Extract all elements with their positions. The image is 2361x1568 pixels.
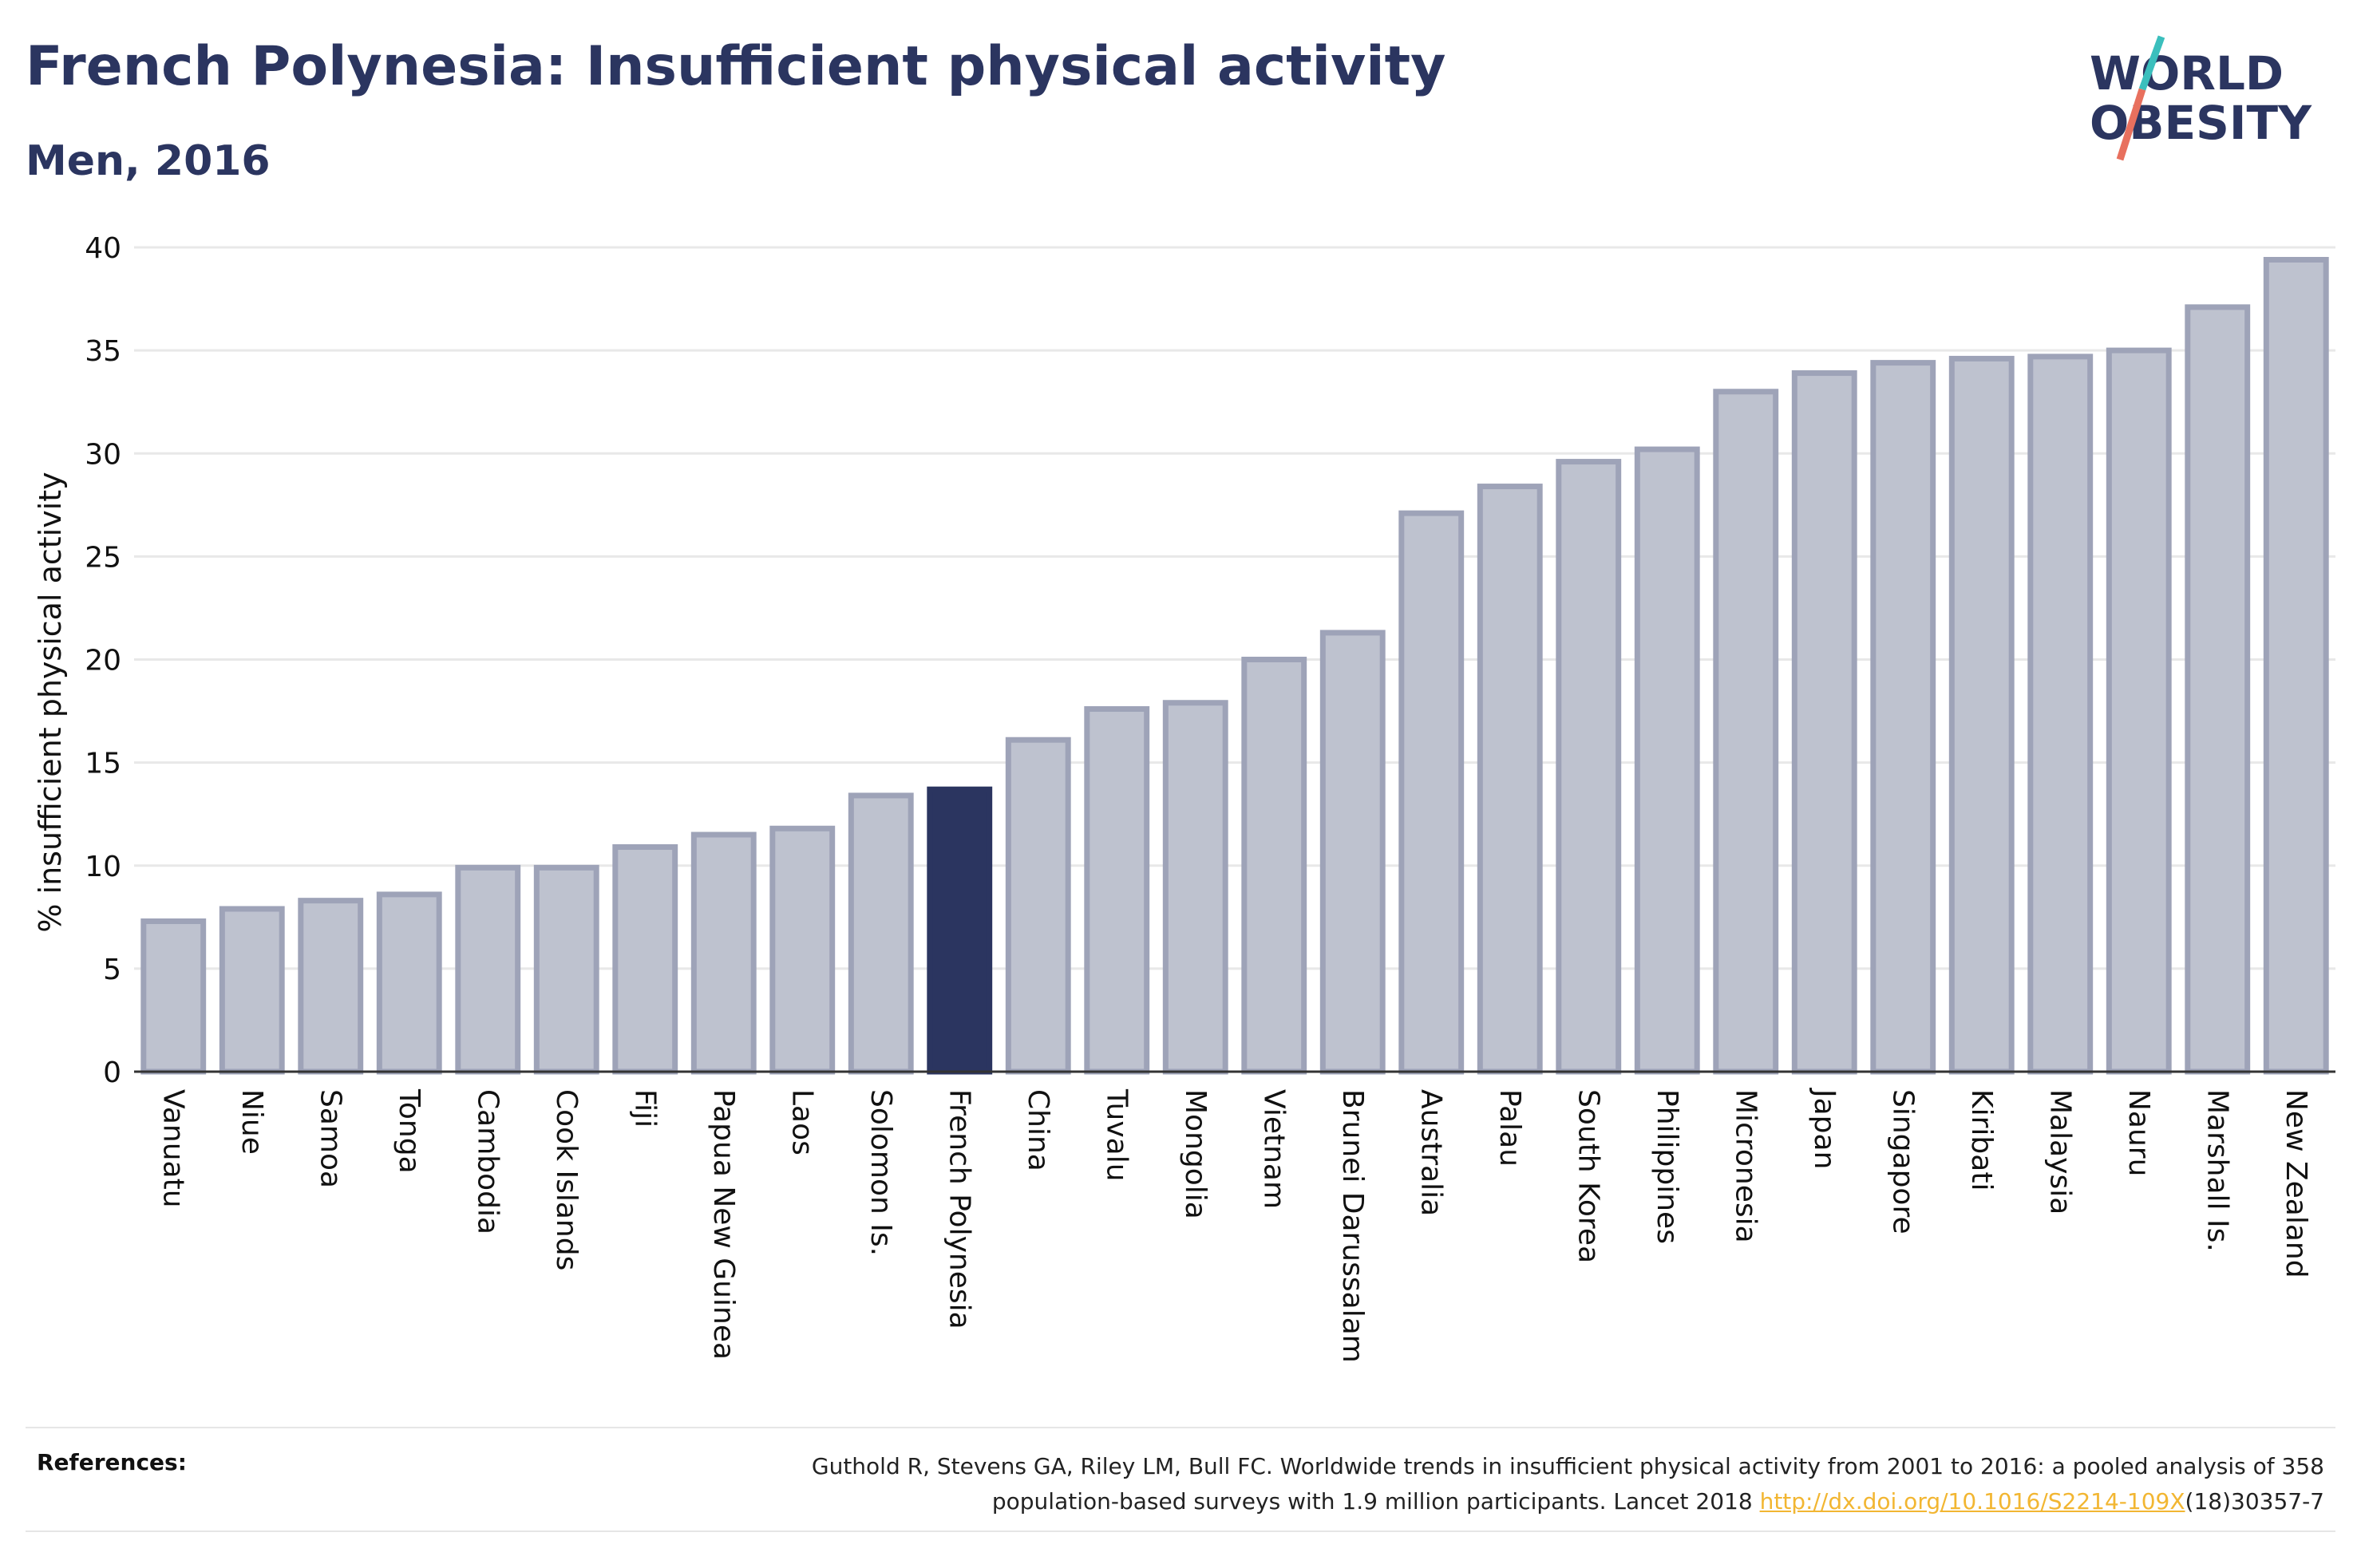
bar-philippines	[1634, 446, 1700, 1075]
world-obesity-logo: WORLD OBESITY	[2090, 35, 2312, 161]
bar-china	[1005, 737, 1071, 1075]
bar-south-korea	[1556, 459, 1622, 1075]
x-tick-label: Fiji	[628, 1089, 661, 1128]
x-tick-label: Marshall Is.	[2201, 1089, 2233, 1252]
bar-vanuatu	[140, 918, 207, 1075]
bar-nauru	[2106, 347, 2172, 1075]
x-tick-label: French Polynesia	[943, 1089, 975, 1329]
references-label: References:	[37, 1449, 187, 1475]
y-tick-label: 25	[85, 541, 121, 574]
bar-brunei-darussalam	[1319, 630, 1386, 1075]
bar-kiribati	[1948, 355, 2015, 1075]
x-tick-label: Vanuatu	[156, 1089, 189, 1208]
bar-chart: 0 5 10 15 20 25 30 35 40 Vanuatu Niue Samoa Tonga Ca…	[33, 232, 2335, 1363]
logo-word-world: WORLD	[2090, 46, 2284, 101]
x-tick-label: Laos	[785, 1089, 818, 1155]
y-tick-label: 20	[85, 645, 121, 677]
y-tick-label: 0	[103, 1057, 121, 1089]
x-tick-labels: Vanuatu Niue Samoa Tonga Cambodia Cook Island…	[156, 1088, 2312, 1363]
references-text: Guthold R, Stevens GA, Riley LM, Bull FC…	[568, 1449, 2324, 1519]
y-axis-label: % insufficient physical activity	[33, 472, 68, 932]
x-tick-label: Japan	[1808, 1088, 1841, 1169]
bar-micronesia	[1713, 389, 1779, 1075]
reference-doi-link[interactable]: http://dx.doi.org/10.1016/S2214-109X	[1759, 1488, 2185, 1515]
x-tick-label: Solomon Is.	[864, 1089, 897, 1256]
bar-laos	[769, 825, 836, 1075]
x-tick-label: Cambodia	[471, 1089, 504, 1234]
x-tick-label: Brunei Darussalam	[1336, 1089, 1369, 1363]
reference-line-1: Guthold R, Stevens GA, Riley LM, Bull FC…	[811, 1453, 2324, 1479]
bar-new-zealand	[2263, 256, 2329, 1075]
bars	[140, 256, 2329, 1075]
x-tick-label: Micronesia	[1729, 1089, 1762, 1243]
x-tick-label: Samoa	[314, 1089, 346, 1188]
bar-tuvalu	[1084, 705, 1150, 1075]
x-tick-label: Tonga	[393, 1088, 425, 1174]
x-tick-label: Vietnam	[1257, 1089, 1290, 1209]
x-tick-label: Philippines	[1651, 1089, 1683, 1244]
x-tick-label: Malaysia	[2043, 1089, 2076, 1215]
x-tick-label: Palau	[1493, 1089, 1526, 1167]
bar-french-polynesia	[927, 786, 993, 1075]
logo-slash-bottom	[2116, 88, 2146, 161]
bar-cambodia	[455, 864, 521, 1075]
x-tick-label: Australia	[1414, 1089, 1447, 1216]
bar-japan	[1791, 370, 1857, 1075]
x-tick-label: Singapore	[1886, 1089, 1919, 1234]
bar-australia	[1398, 510, 1465, 1075]
x-tick-label: China	[1022, 1089, 1054, 1171]
y-tick-label: 15	[85, 748, 121, 780]
y-tick-label: 10	[85, 851, 121, 883]
bar-fiji	[612, 844, 678, 1075]
y-tick-label: 5	[103, 954, 121, 986]
bar-tonga	[376, 891, 442, 1075]
x-tick-label: Kiribati	[1965, 1089, 1998, 1191]
y-tick-label: 35	[85, 335, 121, 368]
x-tick-label: Papua New Guinea	[707, 1089, 740, 1360]
y-tick-labels: 0 5 10 15 20 25 30 35 40	[85, 232, 121, 1089]
references-panel: References: Guthold R, Stevens GA, Riley…	[26, 1427, 2335, 1532]
logo-slash-top	[2138, 35, 2165, 91]
x-tick-label: Nauru	[2122, 1089, 2155, 1176]
x-tick-label: Mongolia	[1179, 1089, 1212, 1219]
bar-cook-islands	[533, 864, 599, 1075]
bar-marshall-is	[2185, 304, 2251, 1075]
bar-samoa	[298, 898, 364, 1075]
x-tick-label: Niue	[235, 1089, 268, 1155]
bar-palau	[1477, 484, 1543, 1075]
x-tick-label: Tuvalu	[1100, 1088, 1133, 1182]
bar-solomon-is	[848, 792, 914, 1075]
reference-line-2: population-based surveys with 1.9 millio…	[991, 1488, 1760, 1515]
y-tick-label: 40	[85, 232, 121, 265]
bar-mongolia	[1162, 700, 1228, 1075]
bar-vietnam	[1241, 657, 1307, 1075]
x-tick-label: New Zealand	[2280, 1089, 2312, 1278]
x-tick-label: Cook Islands	[550, 1089, 583, 1270]
bar-papua-new-guinea	[690, 831, 757, 1075]
bar-singapore	[1870, 360, 1936, 1075]
bar-malaysia	[2027, 353, 2094, 1075]
y-tick-label: 30	[85, 438, 121, 471]
chart-subtitle: Men, 2016	[26, 137, 271, 185]
x-tick-label: South Korea	[1572, 1089, 1604, 1263]
reference-line-2-end: (18)30357-7	[2185, 1488, 2324, 1515]
chart-title: French Polynesia: Insufficient physical …	[26, 35, 1446, 98]
bar-niue	[219, 906, 285, 1075]
